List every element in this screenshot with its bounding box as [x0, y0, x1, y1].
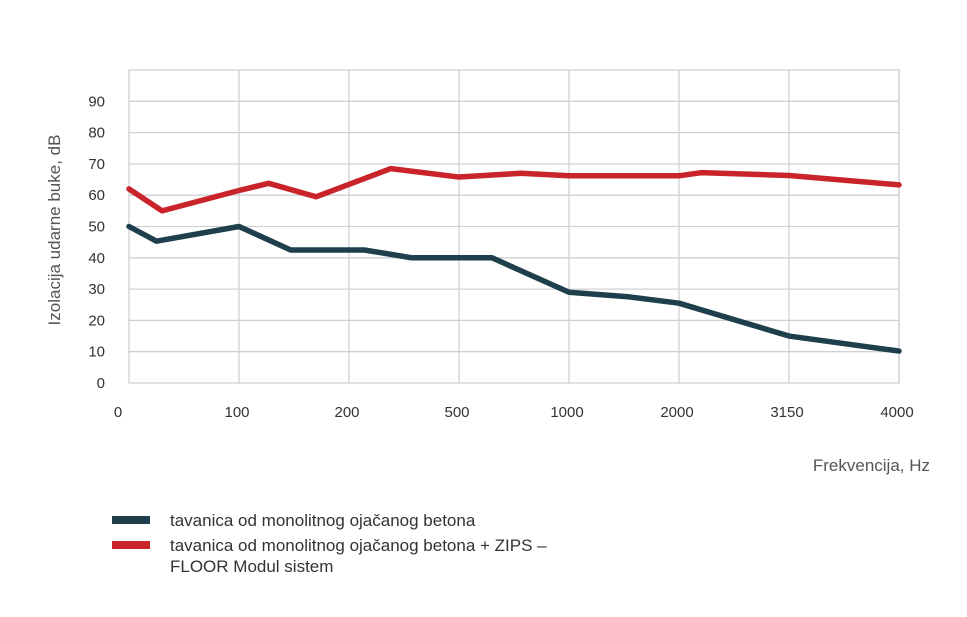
y-tick-label: 70 — [88, 156, 105, 173]
x-tick-label: 100 — [224, 404, 249, 421]
y-tick-label: 50 — [88, 219, 105, 236]
y-axis-label: Izolacija udarne buke, dB — [45, 135, 64, 326]
x-tick-label: 500 — [444, 404, 469, 421]
x-tick-label: 3150 — [770, 404, 803, 421]
x-tick-label: 200 — [334, 404, 359, 421]
y-tick-label: 10 — [88, 344, 105, 361]
legend: tavanica od monolitnog ojačanog betona t… — [112, 510, 792, 581]
y-tick-label: 20 — [88, 312, 105, 329]
x-axis-label: Frekvencija, Hz — [813, 456, 930, 475]
x-tick-label: 0 — [114, 404, 122, 421]
legend-label: tavanica od monolitnog ojačanog betona +… — [170, 536, 547, 576]
y-tick-label: 80 — [88, 125, 105, 142]
x-tick-label: 1000 — [550, 404, 583, 421]
legend-label: tavanica od monolitnog ojačanog betona — [170, 511, 476, 530]
y-tick-label: 40 — [88, 250, 105, 267]
legend-item-concrete: tavanica od monolitnog ojačanog betona — [112, 510, 792, 531]
legend-swatch-zips — [112, 541, 150, 549]
y-tick-label: 60 — [88, 187, 105, 204]
y-tick-label: 30 — [88, 281, 105, 298]
legend-swatch-concrete — [112, 516, 150, 524]
x-tick-label: 4000 — [880, 404, 913, 421]
y-tick-label: 90 — [88, 93, 105, 110]
x-tick-label: 2000 — [660, 404, 693, 421]
legend-item-zips: tavanica od monolitnog ojačanog betona +… — [112, 535, 792, 577]
series-line-1 — [126, 165, 902, 214]
series-line-0 — [126, 223, 902, 354]
y-tick-label: 0 — [97, 375, 105, 392]
